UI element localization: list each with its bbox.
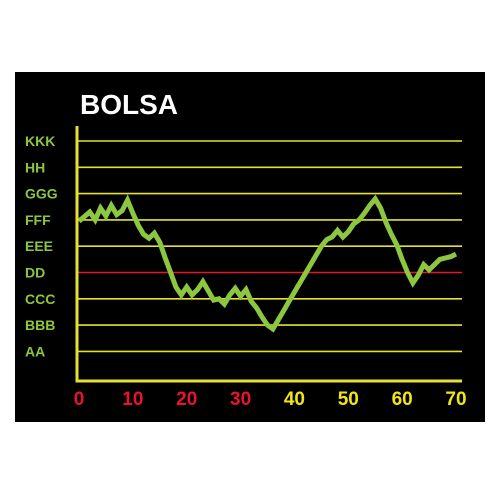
x-tick-label-70: 70: [445, 389, 466, 410]
y-tick-label-aa: AA: [25, 343, 45, 359]
x-tick-label-10: 10: [122, 389, 143, 410]
x-tick-label-50: 50: [338, 389, 359, 410]
x-tick-label-40: 40: [284, 389, 305, 410]
y-tick-label-fff: FFF: [25, 212, 51, 228]
x-tick-label-20: 20: [176, 389, 197, 410]
chart-title: BOLSA: [80, 89, 178, 120]
y-tick-label-dd: DD: [25, 265, 45, 281]
x-tick-label-60: 60: [392, 389, 413, 410]
y-tick-label-kkk: KKK: [25, 133, 55, 149]
y-tick-label-ggg: GGG: [25, 186, 58, 202]
y-tick-label-eee: EEE: [25, 238, 53, 254]
y-tick-label-ccc: CCC: [25, 291, 55, 307]
y-tick-label-bbb: BBB: [25, 317, 55, 333]
x-tick-label-0: 0: [74, 389, 85, 410]
x-tick-label-30: 30: [230, 389, 251, 410]
y-tick-label-hh: HH: [25, 159, 45, 175]
